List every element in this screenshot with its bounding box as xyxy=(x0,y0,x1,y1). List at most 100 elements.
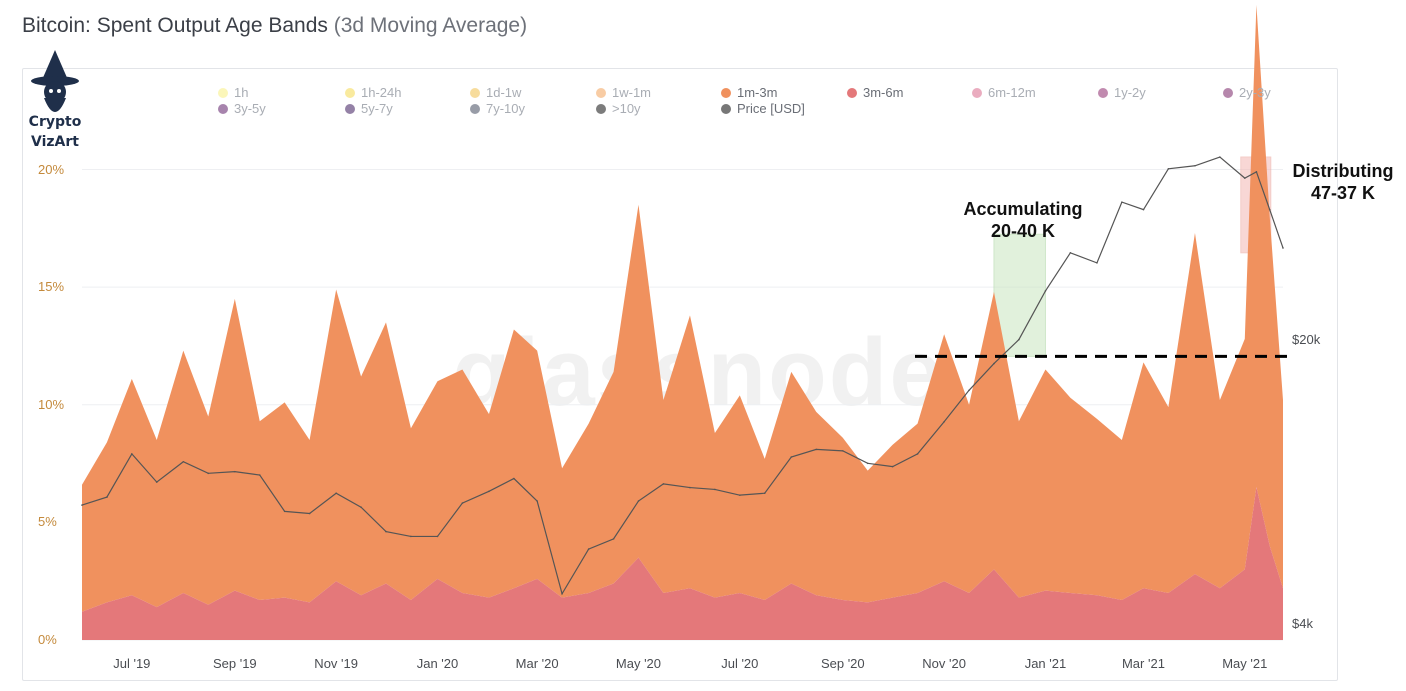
area-3m-6m xyxy=(82,487,1283,640)
price-point xyxy=(1255,171,1258,173)
accumulating-highlight-box xyxy=(993,233,1046,357)
price-line xyxy=(81,156,1284,596)
price-point xyxy=(1121,201,1123,203)
x-tick-label: Sep '20 xyxy=(820,656,865,671)
price-point xyxy=(891,465,894,468)
price-point xyxy=(714,488,716,491)
price-point xyxy=(283,510,286,513)
price-point xyxy=(436,535,439,538)
x-tick-label: May '20 xyxy=(615,656,662,671)
price-point xyxy=(763,492,766,495)
price-point xyxy=(866,462,869,465)
legend-item[interactable]: 1y-2y xyxy=(1098,85,1146,100)
price-point xyxy=(488,490,490,493)
legend-item[interactable]: 1w-1m xyxy=(596,85,651,100)
legend-item[interactable]: 2y-3y xyxy=(1223,85,1271,100)
price-tick-label: $20k xyxy=(1292,332,1321,348)
area-1m-3m xyxy=(82,4,1283,612)
price-point xyxy=(1268,208,1271,211)
x-tick-label: Jan '20 xyxy=(416,656,459,671)
legend-label: 6m-12m xyxy=(988,85,1036,100)
legend-label: 1h-24h xyxy=(361,85,402,100)
price-point xyxy=(1044,290,1047,292)
legend-item[interactable]: Price [USD] xyxy=(721,101,805,116)
price-point xyxy=(81,504,83,506)
price-point xyxy=(385,530,387,533)
price-point xyxy=(689,486,691,489)
price-point xyxy=(1167,167,1170,170)
price-point xyxy=(993,362,995,365)
legend-color-dot xyxy=(721,87,731,98)
price-point xyxy=(637,500,640,502)
legend-label: 3y-5y xyxy=(234,101,266,116)
price-point xyxy=(587,548,590,550)
x-tick-label: Mar '21 xyxy=(1121,656,1165,671)
price-point xyxy=(612,538,615,540)
y-tick-label: 20% xyxy=(38,161,65,177)
price-point xyxy=(1282,247,1284,249)
x-tick-label: Jul '19 xyxy=(113,656,151,671)
x-tick-label: Jan '21 xyxy=(1024,656,1067,671)
price-point xyxy=(1018,338,1020,341)
x-tick-label: May '21 xyxy=(1222,656,1268,671)
legend-item[interactable]: 1h-24h xyxy=(345,85,401,100)
legend-label: 1w-1m xyxy=(612,85,652,100)
legend-color-dot xyxy=(1098,87,1108,98)
legend-item[interactable]: 6m-12m xyxy=(972,85,1036,100)
legend-color-dot xyxy=(218,103,228,114)
legend-label: 1d-1w xyxy=(486,85,522,100)
legend-item[interactable]: 1m-3m xyxy=(721,85,777,100)
price-point xyxy=(1243,177,1246,179)
legend-label: >10y xyxy=(612,101,641,116)
price-point xyxy=(182,460,185,463)
legend-label: 3m-6m xyxy=(863,85,904,100)
legend-item[interactable]: 3m-6m xyxy=(847,85,903,100)
annotation-accumulating-line2: 20-40 K xyxy=(990,221,1056,241)
y-tick-label: 5% xyxy=(38,514,57,530)
x-tick-label: Jul '20 xyxy=(721,656,759,671)
price-point xyxy=(561,592,563,595)
price-point xyxy=(207,472,210,475)
price-point xyxy=(258,474,261,476)
legend-color-dot xyxy=(1223,87,1233,98)
price-tick-label: $4k xyxy=(1292,616,1313,631)
price-point xyxy=(461,502,464,504)
price-point xyxy=(790,456,793,458)
legend-item[interactable]: 1d-1w xyxy=(470,85,521,100)
legend-color-dot xyxy=(345,87,355,98)
legend-label: Price [USD] xyxy=(737,101,805,116)
legend-label: 5y-7y xyxy=(361,101,393,116)
legend-item[interactable]: 7y-10y xyxy=(470,101,525,116)
price-point xyxy=(308,512,311,515)
price-point xyxy=(1142,208,1145,211)
annotation-distributing: Distributing 47-37 K xyxy=(1280,160,1406,204)
legend-color-dot xyxy=(596,103,606,114)
price-point xyxy=(234,470,236,473)
price-point xyxy=(815,448,818,451)
legend-item[interactable]: 1h xyxy=(218,85,248,100)
annotation-accumulating: Accumulating 20-40 K xyxy=(948,198,1098,242)
legend-item[interactable]: 3y-5y xyxy=(218,101,266,116)
price-point xyxy=(841,450,844,452)
chart-title: Bitcoin: Spent Output Age Bands (3d Movi… xyxy=(22,14,527,38)
legend-color-dot xyxy=(721,103,731,114)
legend-label: 1y-2y xyxy=(1114,85,1146,100)
x-tick-label: Mar '20 xyxy=(515,656,559,671)
price-point xyxy=(1069,252,1072,254)
legend-color-dot xyxy=(470,87,480,98)
legend-label: 7y-10y xyxy=(486,101,526,116)
price-point xyxy=(513,477,515,480)
legend-color-dot xyxy=(847,87,857,98)
annotation-distributing-line1: Distributing xyxy=(1292,161,1394,181)
legend-item[interactable]: >10y xyxy=(596,101,641,116)
price-point xyxy=(155,481,158,483)
price-point xyxy=(410,535,412,538)
x-tick-label: Nov '20 xyxy=(922,656,966,671)
legend-color-dot xyxy=(470,103,480,114)
price-point xyxy=(1096,262,1098,264)
price-point xyxy=(739,494,741,496)
price-point xyxy=(662,483,665,485)
legend-label: 1m-3m xyxy=(737,85,778,100)
legend-item[interactable]: 5y-7y xyxy=(345,101,393,116)
